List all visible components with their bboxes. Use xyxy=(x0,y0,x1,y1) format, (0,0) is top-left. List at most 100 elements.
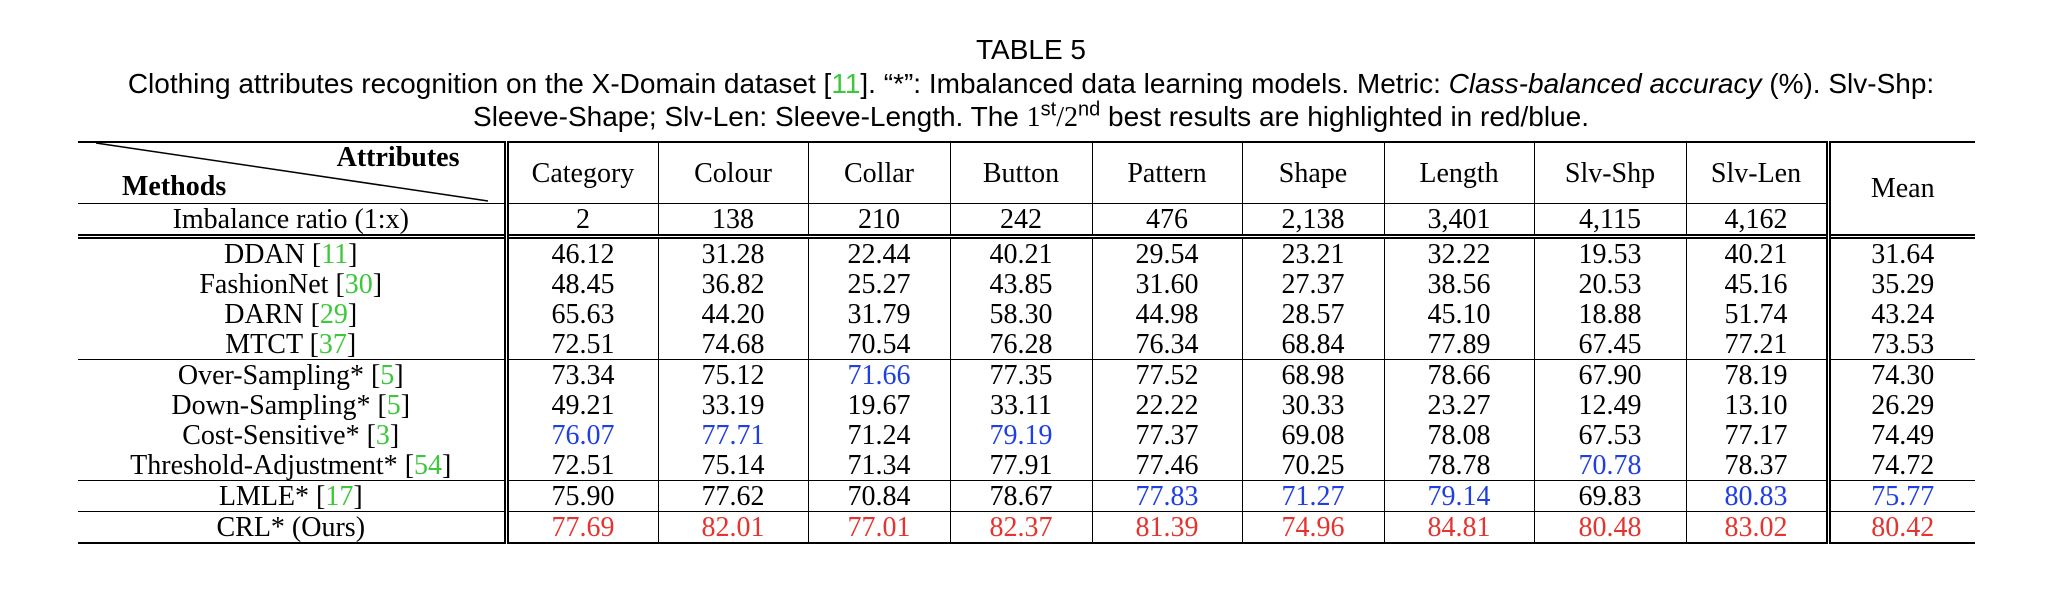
methods-label: Methods xyxy=(122,171,227,202)
value-cell: 70.25 xyxy=(1242,450,1385,481)
value-cell: 81.39 xyxy=(1092,511,1243,544)
header-row: Attributes Methods Category Colour Colla… xyxy=(78,141,1975,237)
caption-text: Sleeve-Shape; Slv-Len: Sleeve-Length. Th… xyxy=(473,101,1027,132)
value-cell: 45.10 xyxy=(1384,299,1535,329)
citation-bracket: [ xyxy=(359,419,376,451)
caption-math: /2 xyxy=(1056,102,1078,133)
citation-link[interactable]: 11 xyxy=(831,68,861,99)
value-cell: 19.53 xyxy=(1534,234,1687,269)
value-cell: 18.88 xyxy=(1534,299,1687,329)
value-cell: 78.08 xyxy=(1384,420,1535,450)
value-cell: 38.56 xyxy=(1384,269,1535,299)
citation-link[interactable]: 11 xyxy=(321,238,349,270)
value-cell: 74.96 xyxy=(1242,511,1385,544)
method-name-cell: DARN [29] xyxy=(78,298,509,330)
mean-value-cell: 73.53 xyxy=(1825,329,1975,360)
imbalance-value: 242 xyxy=(950,203,1093,237)
value-cell: 77.37 xyxy=(1092,420,1243,450)
value-cell: 68.84 xyxy=(1242,329,1385,360)
table-row: Cost-Sensitive* [3] 76.07 77.71 71.24 79.19 7… xyxy=(78,420,1975,450)
value-cell: 70.78 xyxy=(1534,450,1687,481)
method-name: DARN xyxy=(224,298,304,330)
value-cell: 78.19 xyxy=(1686,359,1828,390)
table-body: DDAN [11] 46.12 31.28 22.44 40.21 29.54 23.21 3… xyxy=(78,234,1975,544)
mean-value-cell: 31.64 xyxy=(1825,234,1975,269)
citation-link[interactable]: 5 xyxy=(386,389,401,421)
column-header: Colour xyxy=(658,142,809,204)
value-cell: 77.62 xyxy=(658,480,809,512)
value-cell: 71.24 xyxy=(808,420,951,450)
value-cell: 69.08 xyxy=(1242,420,1385,450)
table-row: CRL* (Ours) 77.69 82.01 77.01 82.37 81.39 74.9… xyxy=(78,511,1975,544)
value-cell: 22.44 xyxy=(808,234,951,269)
citation-link[interactable]: 54 xyxy=(414,449,443,481)
value-cell: 78.37 xyxy=(1724,449,1788,481)
mean-value-cell: 35.29 xyxy=(1825,269,1975,299)
citation-link[interactable]: 30 xyxy=(344,268,373,300)
value-cell: 31.79 xyxy=(808,299,951,329)
value-cell: 31.28 xyxy=(658,234,809,269)
citation-link[interactable]: 37 xyxy=(318,328,347,360)
column-header: Collar xyxy=(808,142,951,204)
value-cell: 58.30 xyxy=(950,299,1093,329)
citation-bracket: ] xyxy=(394,359,404,391)
mean-value-cell: 74.30 xyxy=(1825,359,1975,390)
value-cell: 77.01 xyxy=(808,511,951,544)
value-cell: 49.21 xyxy=(506,390,659,420)
mean-value-cell: 43.24 xyxy=(1825,299,1975,329)
caption-sup: st xyxy=(1040,98,1057,121)
value-cell: 76.34 xyxy=(1092,329,1243,360)
value-cell: 67.45 xyxy=(1534,329,1687,360)
column-header: Button xyxy=(950,142,1093,204)
value-cell: 31.60 xyxy=(1092,269,1243,299)
table-row: MTCT [37] 72.51 74.68 70.54 76.28 76.34 68.84 7… xyxy=(78,329,1975,360)
citation-bracket: ] xyxy=(389,419,400,451)
method-name: FashionNet xyxy=(199,268,329,300)
value-cell: 82.37 xyxy=(950,511,1093,544)
value-cell: 44.98 xyxy=(1092,299,1243,329)
value-cell: 45.16 xyxy=(1724,268,1788,300)
method-name-cell: LMLE* [17] xyxy=(78,480,509,512)
caption-math: 1 xyxy=(1026,102,1041,133)
method-name-cell: CRL* (Ours) xyxy=(78,511,509,544)
mean-value-cell: 80.42 xyxy=(1825,511,1975,544)
value-cell: 33.19 xyxy=(658,390,809,420)
column-header: Shape xyxy=(1242,142,1385,204)
caption-sup: nd xyxy=(1077,98,1101,121)
value-cell: 77.69 xyxy=(506,511,659,544)
imbalance-value: 210 xyxy=(808,203,951,237)
citation-bracket: [ xyxy=(303,298,320,330)
value-cell: 71.34 xyxy=(808,450,951,481)
value-cell: 75.14 xyxy=(658,450,809,481)
caption-text: best results are highlighted in red/blue… xyxy=(1100,101,1589,132)
caption-metric: Class-balanced accuracy xyxy=(1448,68,1762,99)
column-header: Length xyxy=(1384,142,1535,204)
citation-link[interactable]: 29 xyxy=(319,298,348,330)
caption-text: Clothing attributes recognition on the X… xyxy=(127,68,832,99)
value-cell: 82.01 xyxy=(658,511,809,544)
attributes-label: Attributes xyxy=(336,142,460,173)
value-cell: 83.02 xyxy=(1686,511,1828,544)
table-row: DDAN [11] 46.12 31.28 22.44 40.21 29.54 23.21 3… xyxy=(78,234,1975,270)
table-row: Down-Sampling* [5] 49.21 33.19 19.67 33.11 22… xyxy=(78,390,1975,420)
value-cell: 71.66 xyxy=(808,359,951,390)
value-cell: 77.52 xyxy=(1092,359,1243,390)
citation-bracket: ] xyxy=(400,389,411,421)
method-name-cell: Cost-Sensitive* [3] xyxy=(78,419,509,451)
value-cell: 27.37 xyxy=(1242,269,1385,299)
value-cell: 23.27 xyxy=(1384,390,1535,420)
citation-link[interactable]: 17 xyxy=(325,480,354,512)
citation-bracket: [ xyxy=(302,328,319,360)
table-row: LMLE* [17] 75.90 77.62 70.84 78.67 77.83 71.27… xyxy=(78,480,1975,512)
citation-bracket: ] xyxy=(353,480,363,512)
value-cell: 78.78 xyxy=(1384,450,1535,481)
value-cell: 77.71 xyxy=(658,420,809,450)
citation-link[interactable]: 5 xyxy=(380,359,395,391)
value-cell: 48.45 xyxy=(506,269,659,299)
caption-line-2: Sleeve-Shape; Slv-Len: Sleeve-Length. Th… xyxy=(20,98,2042,134)
method-name-cell: MTCT [37] xyxy=(78,328,509,360)
citation-link[interactable]: 3 xyxy=(375,419,390,451)
value-cell: 79.14 xyxy=(1384,480,1535,512)
value-cell: 68.98 xyxy=(1242,359,1385,390)
value-cell: 36.82 xyxy=(658,269,809,299)
